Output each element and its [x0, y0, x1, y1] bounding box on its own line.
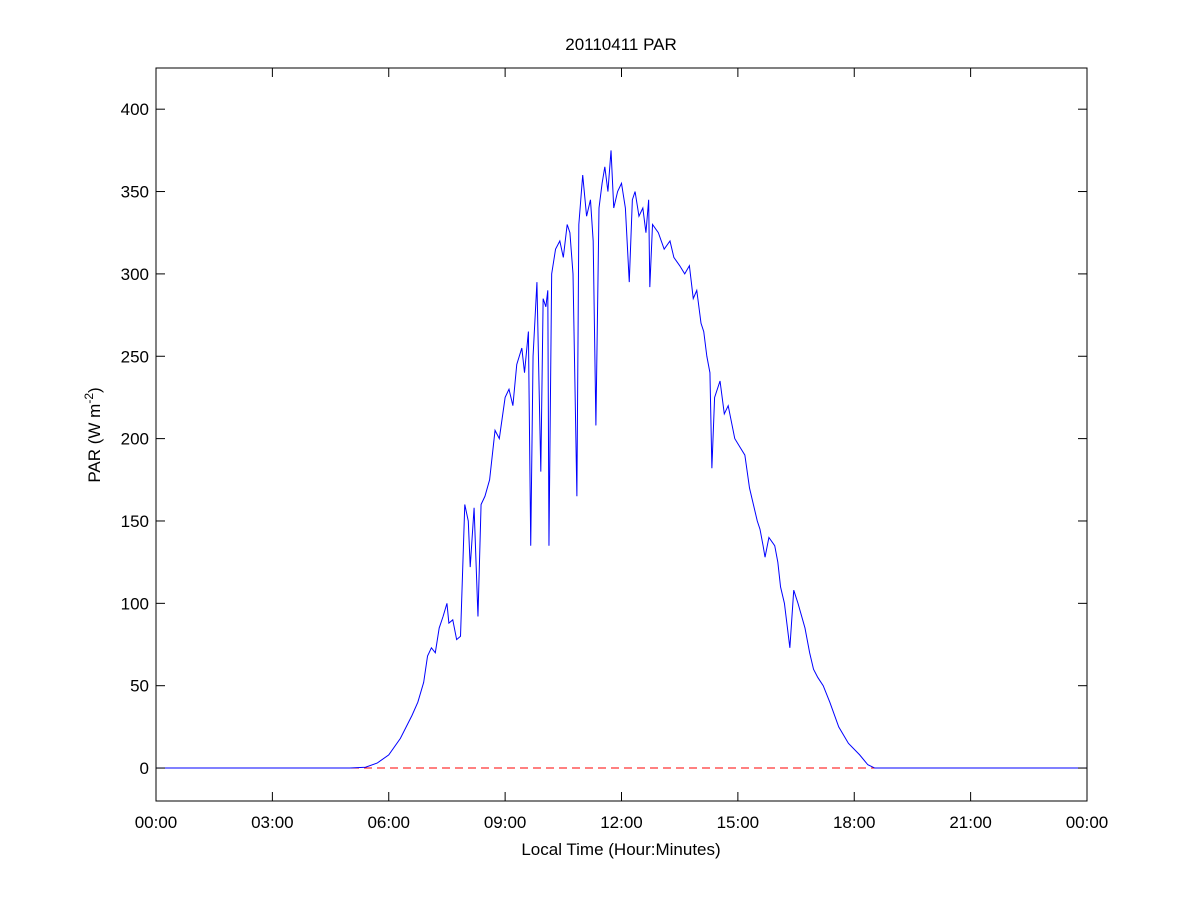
y-axis-label: PAR (W m-2) — [82, 387, 104, 482]
x-tick-label: 21:00 — [949, 813, 992, 832]
x-tick-label: 12:00 — [600, 813, 643, 832]
y-tick-label: 100 — [121, 594, 149, 613]
y-tick-label: 0 — [140, 759, 149, 778]
x-tick-label: 00:00 — [135, 813, 178, 832]
y-tick-label: 400 — [121, 100, 149, 119]
y-tick-label: 250 — [121, 347, 149, 366]
x-tick-label: 00:00 — [1066, 813, 1109, 832]
y-tick-label: 350 — [121, 183, 149, 202]
x-axis-label: Local Time (Hour:Minutes) — [521, 840, 720, 859]
y-tick-label: 300 — [121, 265, 149, 284]
y-axis-label-end: ) — [85, 387, 104, 393]
x-tick-label: 09:00 — [484, 813, 527, 832]
x-tick-label: 03:00 — [251, 813, 294, 832]
y-tick-label: 50 — [130, 677, 149, 696]
y-tick-label: 200 — [121, 430, 149, 449]
y-axis-label-sup: -2 — [82, 393, 96, 404]
data-line — [156, 150, 1087, 769]
chart-title: 20110411 PAR — [565, 35, 677, 54]
y-axis-label-text: PAR (W m — [85, 404, 104, 483]
x-tick-label: 18:00 — [833, 813, 876, 832]
x-tick-label: 15:00 — [717, 813, 760, 832]
x-tick-label: 06:00 — [367, 813, 410, 832]
y-tick-label: 150 — [121, 512, 149, 531]
